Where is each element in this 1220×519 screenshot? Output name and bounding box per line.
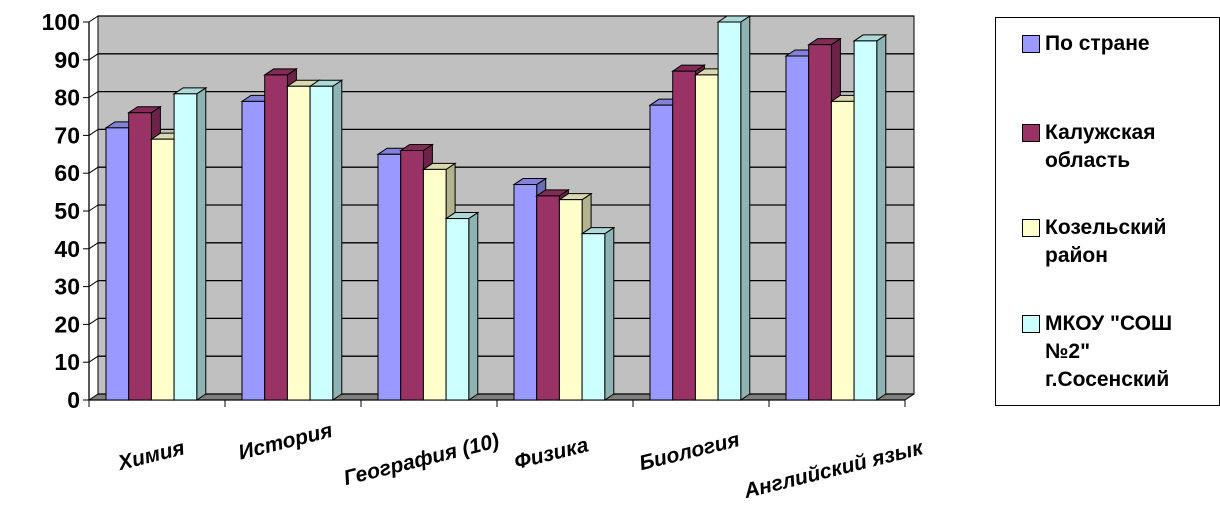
y-tick-label: 70 bbox=[54, 122, 80, 148]
legend: По стране Калужская область Козельский р… bbox=[995, 17, 1220, 406]
axes bbox=[88, 22, 915, 407]
x-axis-category-labels: Химия История География (10) Физика Биология… bbox=[115, 419, 927, 503]
gridline-depth bbox=[88, 128, 99, 136]
legend-swatch bbox=[1022, 219, 1040, 237]
legend-item-mkou-sosh-2: МКОУ "СОШ №2" г.Сосенский bbox=[1022, 310, 1218, 394]
gridlines bbox=[83, 15, 914, 401]
x-category-label: Английский язык bbox=[741, 436, 927, 503]
gridline-depth bbox=[88, 91, 99, 99]
x-axis-depth bbox=[904, 393, 915, 401]
bar-chart: 0 10 20 30 40 50 60 70 80 90 100 Химия История Геогр… bbox=[42, 9, 927, 503]
bar bbox=[716, 15, 752, 401]
legend-label: Калужская область bbox=[1045, 121, 1156, 172]
legend-item-po-strane: По стране bbox=[1022, 30, 1218, 58]
x-category-label: Химия bbox=[115, 436, 187, 475]
y-tick-label: 10 bbox=[54, 349, 80, 375]
y-tick-label: 80 bbox=[54, 85, 80, 111]
legend-swatch bbox=[1022, 315, 1040, 333]
bar bbox=[852, 33, 888, 401]
gridline-depth bbox=[88, 53, 99, 61]
bar bbox=[308, 79, 344, 401]
gridline-depth bbox=[88, 355, 99, 363]
gridline-depth bbox=[88, 280, 99, 288]
y-tick-label: 30 bbox=[54, 274, 80, 300]
legend-swatch bbox=[1022, 35, 1040, 53]
gridline-depth bbox=[88, 166, 99, 174]
gridline-depth bbox=[88, 317, 99, 325]
bar bbox=[444, 211, 480, 401]
x-category-label: Биология bbox=[637, 428, 742, 475]
y-axis-tick-labels: 0 10 20 30 40 50 60 70 80 90 100 bbox=[42, 9, 80, 413]
x-category-label: Физика bbox=[512, 433, 591, 474]
y-tick-label: 0 bbox=[67, 387, 80, 413]
legend-item-kaluzhskaya-oblast: Калужская область bbox=[1022, 119, 1218, 175]
y-tick-label: 40 bbox=[54, 236, 80, 262]
bars bbox=[104, 15, 888, 401]
legend-label: По стране bbox=[1045, 32, 1150, 55]
gridline-depth bbox=[88, 242, 99, 250]
x-category-label: География (10) bbox=[341, 429, 501, 490]
gridline-depth bbox=[88, 393, 99, 401]
y-tick-label: 100 bbox=[42, 9, 80, 35]
legend-item-kozelskiy-rayon: Козельский район bbox=[1022, 214, 1218, 270]
legend-label: Козельский район bbox=[1045, 216, 1167, 267]
bar bbox=[580, 226, 616, 401]
x-category-label: История bbox=[236, 419, 335, 465]
y-tick-label: 20 bbox=[54, 311, 80, 337]
gridline-depth bbox=[88, 204, 99, 212]
legend-swatch bbox=[1022, 124, 1040, 142]
y-tick-label: 50 bbox=[54, 198, 80, 224]
y-tick-label: 60 bbox=[54, 160, 80, 186]
legend-label: МКОУ "СОШ №2" г.Сосенский bbox=[1045, 312, 1173, 391]
bar bbox=[172, 86, 208, 401]
y-tick-label: 90 bbox=[54, 47, 80, 73]
gridline-depth bbox=[88, 15, 99, 23]
